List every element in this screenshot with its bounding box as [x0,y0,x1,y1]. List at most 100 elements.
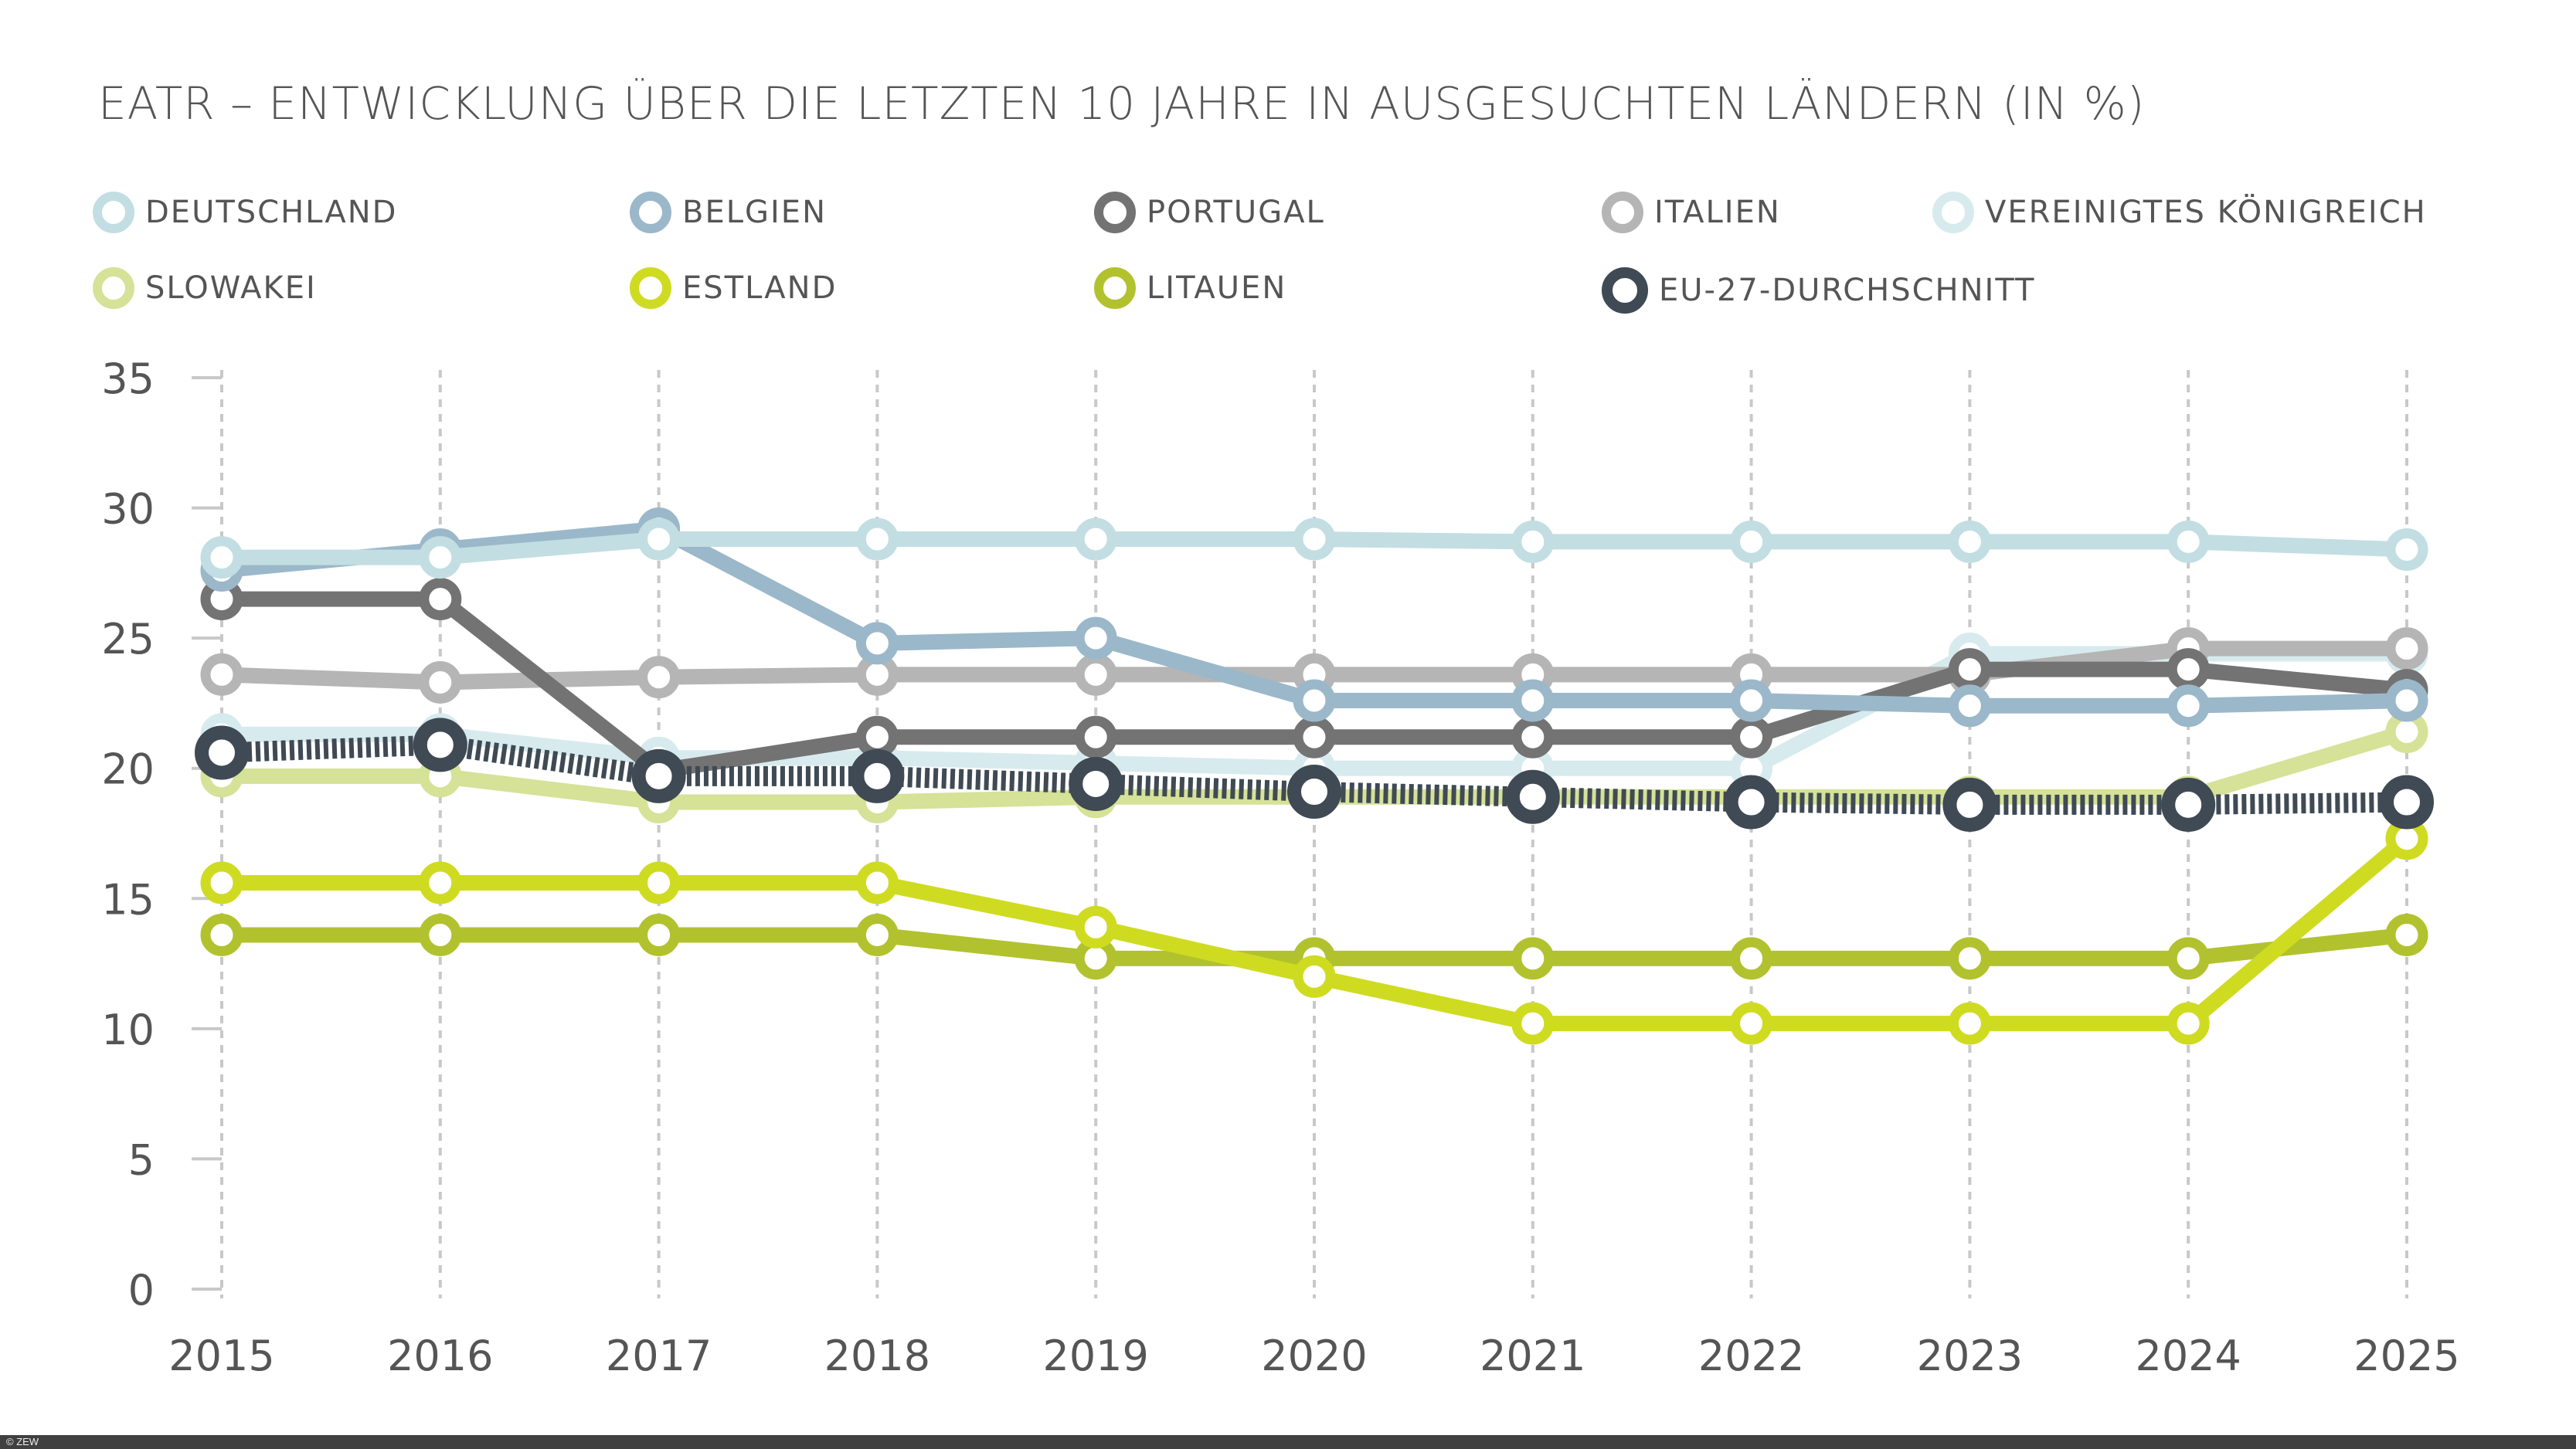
legend-item: LITAUEN [1094,267,1286,309]
data-point [1293,679,1336,722]
data-point [2385,679,2428,722]
data-point [1724,775,1779,830]
legend-label: PORTUGAL [1147,195,1325,230]
legend-label: LITAUEN [1147,270,1287,306]
data-point [1293,715,1336,758]
data-point [200,536,243,579]
legend-item: EU-27-DURCHSCHNITT [1602,267,2035,314]
data-point [1511,679,1555,722]
data-point [1730,679,1773,722]
data-point [1948,1002,1991,1045]
legend-marker-icon [630,267,671,309]
x-tick-label: 2022 [1698,1332,1804,1380]
data-point [1074,616,1117,660]
legend-marker-icon [1602,267,1648,314]
y-tick-label: 10 [101,1006,155,1054]
series-line-eu-27 [221,735,2408,815]
data-point [2385,913,2428,956]
data-point [1948,520,1991,563]
data-point [419,660,462,704]
data-point [1074,905,1117,948]
legend-label: SLOWAKEI [145,270,317,306]
data-point [1287,765,1341,820]
copyright: © ZEW [6,1436,39,1447]
x-tick-label: 2024 [2135,1332,2241,1380]
legend-item: ESTLAND [630,267,837,309]
legend-label: DEUTSCHLAND [145,195,398,230]
data-point [1069,756,1123,811]
legend-label: ITALIEN [1654,195,1781,230]
legend-marker-icon [1094,192,1136,233]
data-point [1511,520,1555,563]
data-point [855,622,899,665]
data-point [1074,653,1117,696]
data-point [200,653,243,696]
legend-marker-icon [93,192,134,233]
legend-marker-icon [1094,267,1136,309]
footer-bar: © ZEW [0,1435,2576,1449]
data-point [2166,937,2210,980]
y-tick-label: 30 [101,485,155,534]
data-point [2166,648,2210,691]
x-tick-label: 2020 [1261,1332,1367,1380]
data-point [637,518,681,561]
data-point [850,748,905,803]
data-point [1948,648,1991,691]
y-tick-label: 20 [101,745,155,794]
chart-title: EATR – ENTWICKLUNG ÜBER DIE LETZTEN 10 J… [98,77,2146,130]
data-point [2166,1002,2210,1045]
data-point [1730,937,1773,980]
x-tick-label: 2016 [387,1332,493,1380]
data-point [1074,518,1117,561]
data-point [637,656,681,699]
data-point [1942,777,1997,832]
data-point [2385,627,2428,670]
data-point [2161,777,2216,832]
data-point [631,748,686,803]
data-point [419,861,462,904]
y-tick-label: 35 [101,355,155,403]
legend-label: VEREINIGTES KÖNIGREICH [1985,195,2427,230]
data-point [2166,684,2210,728]
x-tick-label: 2019 [1042,1332,1148,1380]
data-point [419,536,462,579]
data-point [1511,937,1555,980]
data-point [1948,684,1991,728]
data-point [1505,769,1560,824]
data-point [419,578,462,621]
legend-label: EU-27-DURCHSCHNITT [1659,273,2036,308]
data-point [1730,1002,1773,1045]
y-tick-label: 5 [128,1135,155,1184]
x-tick-label: 2015 [168,1332,274,1380]
data-point [855,913,899,956]
legend-item: DEUTSCHLAND [93,192,397,233]
data-point [1293,518,1336,561]
y-tick-label: 25 [101,615,155,663]
legend-item: BELGIEN [630,192,827,233]
data-point [1948,937,1991,980]
data-point [419,913,462,956]
x-tick-label: 2017 [606,1332,712,1380]
data-point [195,725,249,780]
data-point [855,715,899,758]
data-point [200,913,243,956]
data-point [2380,775,2434,830]
legend-item: ITALIEN [1602,192,1781,233]
data-point [1293,955,1336,998]
data-point [1511,1002,1555,1045]
data-point [2166,520,2210,563]
data-point [1730,520,1773,563]
data-point [200,861,243,904]
data-point [855,518,899,561]
legend-item: PORTUGAL [1094,192,1325,233]
legend-label: BELGIEN [682,195,827,230]
legend-item: VEREINIGTES KÖNIGREICH [1932,192,2427,233]
data-point [637,861,681,904]
data-point [1074,715,1117,758]
data-point [855,861,899,904]
y-tick-label: 0 [128,1266,155,1315]
data-point [413,718,467,772]
legend-marker-icon [1602,192,1643,233]
data-point [2385,528,2428,572]
